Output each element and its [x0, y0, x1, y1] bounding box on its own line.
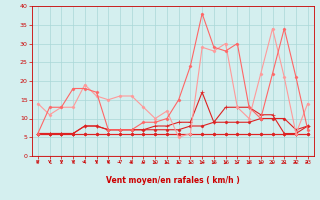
- X-axis label: Vent moyen/en rafales ( km/h ): Vent moyen/en rafales ( km/h ): [106, 176, 240, 185]
